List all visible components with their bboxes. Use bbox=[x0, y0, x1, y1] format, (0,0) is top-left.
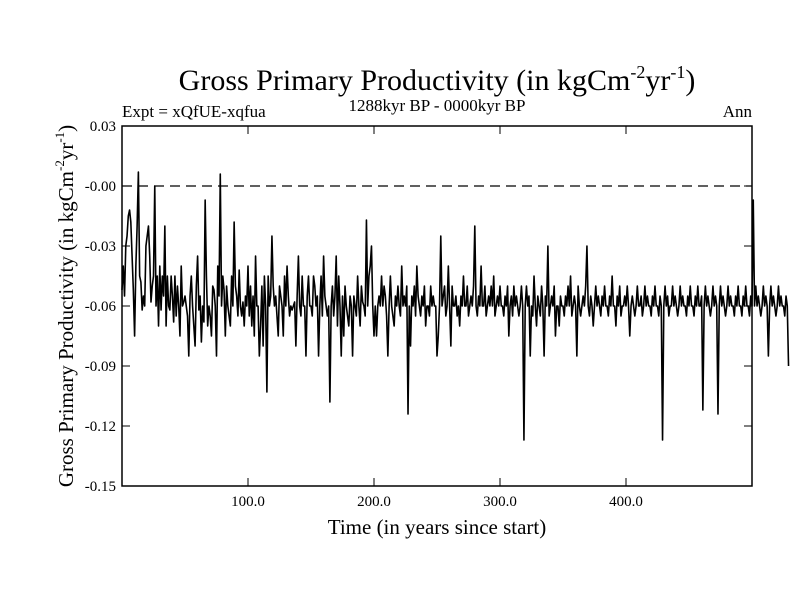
x-tick-label: 400.0 bbox=[609, 494, 643, 510]
experiment-label: Expt = xQfUE-xqfua bbox=[122, 102, 266, 121]
chart-title: Gross Primary Productivity (in kgCm-2yr-… bbox=[179, 62, 696, 97]
x-tick-label: 200.0 bbox=[357, 494, 391, 510]
y-tick-label: -0.09 bbox=[85, 359, 116, 375]
y-axis-label: Gross Primary Productivity (in kgCm-2yr-… bbox=[52, 125, 78, 487]
x-tick-label: 100.0 bbox=[231, 494, 265, 510]
y-tick-label: -0.00 bbox=[85, 179, 116, 195]
y-tick-label: 0.03 bbox=[90, 119, 116, 135]
y-tick-label: -0.03 bbox=[85, 239, 116, 255]
x-axis: 100.0 200.0 300.0 400.0 bbox=[231, 126, 643, 510]
series-line bbox=[121, 171, 790, 441]
y-tick-label: -0.06 bbox=[85, 299, 117, 315]
season-label: Ann bbox=[723, 102, 753, 121]
y-tick-label: -0.15 bbox=[85, 479, 116, 495]
y-axis: 0.03 -0.00 -0.03 -0.06 -0.09 -0.12 -0.15 bbox=[85, 119, 752, 495]
y-tick-label: -0.12 bbox=[85, 419, 116, 435]
chart-subtitle: 1288kyr BP - 0000kyr BP bbox=[349, 96, 526, 115]
x-tick-label: 300.0 bbox=[483, 494, 517, 510]
x-axis-label: Time (in years since start) bbox=[328, 515, 547, 539]
